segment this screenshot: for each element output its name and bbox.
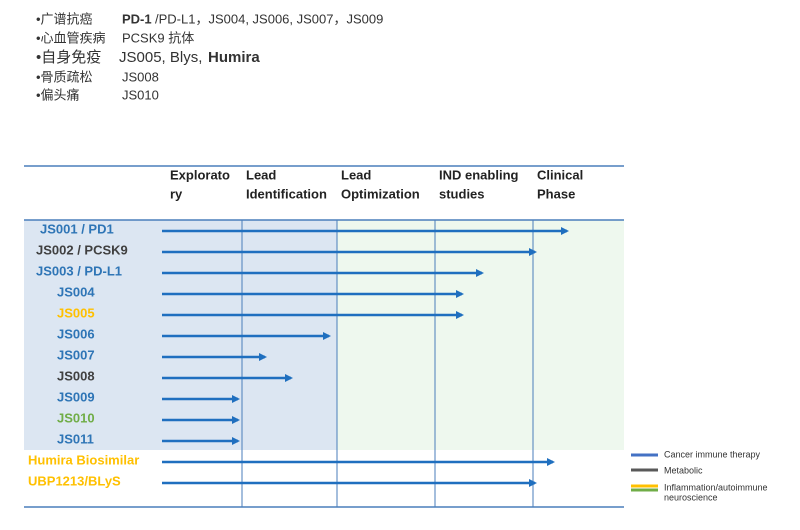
row-label: JS001 / PD1 — [40, 221, 114, 236]
note-text: /PD-L1，JS004, JS006, JS007，JS009 — [155, 11, 383, 26]
note-text: PD-1 — [122, 11, 152, 26]
row-label: JS007 — [57, 347, 95, 362]
stage-header: Explorato — [170, 167, 230, 182]
note-text: •偏头痛 — [36, 87, 80, 102]
legend-label: Cancer immune therapy — [664, 449, 761, 459]
note-text: •心血管疾病 — [36, 30, 106, 45]
note-text: •自身免疫 — [36, 49, 101, 66]
note-text: •广谱抗癌 — [36, 11, 93, 26]
row-label: JS009 — [57, 389, 95, 404]
note-text: PCSK9 抗体 — [122, 30, 194, 45]
note-text: JS010 — [122, 87, 159, 102]
note-text: JS008 — [122, 69, 159, 84]
legend-label: Metabolic — [664, 465, 703, 475]
stage-header: Clinical — [537, 167, 583, 182]
note-text: JS005, Blys, — [119, 49, 202, 66]
row-label: Humira Biosimilar — [28, 452, 139, 467]
legend-label: neuroscience — [664, 492, 718, 502]
stage-header: ry — [170, 186, 183, 201]
row-label: JS002 / PCSK9 — [36, 242, 128, 257]
note-text: •骨质疏松 — [36, 69, 93, 84]
row-label: UBP1213/BLyS — [28, 473, 121, 488]
stage-header: studies — [439, 186, 485, 201]
stage-header: Lead — [341, 167, 371, 182]
stage-header: Optimization — [341, 186, 420, 201]
row-label: JS004 — [57, 284, 95, 299]
note-text: Humira — [208, 49, 260, 66]
row-label: JS010 — [57, 410, 95, 425]
row-label: JS008 — [57, 368, 95, 383]
stage-header: Lead — [246, 167, 276, 182]
legend-label: Inflammation/autoimmune — [664, 482, 768, 492]
row-label: JS003 / PD-L1 — [36, 263, 122, 278]
row-label: JS011 — [57, 431, 94, 446]
row-label: JS006 — [57, 326, 95, 341]
late-stage-bg — [337, 220, 624, 450]
stage-header: Phase — [537, 186, 575, 201]
row-label: JS005 — [57, 305, 95, 320]
stage-header: Identification — [246, 186, 327, 201]
stage-header: IND enabling — [439, 167, 519, 182]
